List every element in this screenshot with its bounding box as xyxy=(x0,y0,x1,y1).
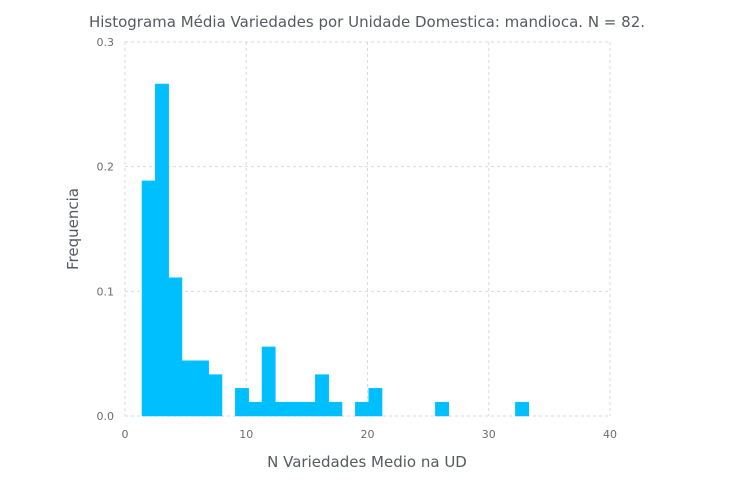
histogram-bar xyxy=(328,401,343,417)
histogram-bar xyxy=(315,374,329,417)
histogram-bar xyxy=(248,401,263,417)
y-tick-label: 0.2 xyxy=(97,161,115,174)
x-axis-ticks: 0 10 20 30 40 xyxy=(122,428,618,441)
histogram-bar xyxy=(368,388,383,417)
x-tick-label: 30 xyxy=(482,428,496,441)
histogram-bar xyxy=(355,401,369,417)
histogram-bars xyxy=(141,83,530,417)
y-tick-label: 0.3 xyxy=(97,36,115,49)
grid-lines xyxy=(124,41,611,417)
histogram-bar xyxy=(155,83,169,417)
x-tick-label: 40 xyxy=(603,428,617,441)
y-tick-label: 0.0 xyxy=(97,410,115,423)
histogram-bar xyxy=(141,180,156,417)
histogram-bar xyxy=(195,360,209,417)
y-axis-label: Frequencia xyxy=(64,188,82,270)
histogram-bar xyxy=(235,388,249,417)
histogram-bar xyxy=(275,401,289,417)
histogram-bar xyxy=(208,374,223,417)
chart-title: Histograma Média Variedades por Unidade … xyxy=(89,13,645,31)
histogram-bar xyxy=(261,346,276,417)
x-tick-label: 20 xyxy=(361,428,375,441)
histogram-bar xyxy=(288,401,303,417)
histogram-bar xyxy=(168,277,183,417)
x-tick-label: 10 xyxy=(239,428,253,441)
y-tick-label: 0.1 xyxy=(97,285,115,298)
histogram-bar xyxy=(181,360,196,417)
histogram-bar xyxy=(301,401,316,417)
histogram-bar xyxy=(435,401,449,417)
x-tick-label: 0 xyxy=(122,428,129,441)
histogram-bar xyxy=(515,401,530,417)
y-axis-ticks: 0.0 0.1 0.2 0.3 xyxy=(97,36,115,423)
x-axis-label: N Variedades Medio na UD xyxy=(267,453,467,471)
